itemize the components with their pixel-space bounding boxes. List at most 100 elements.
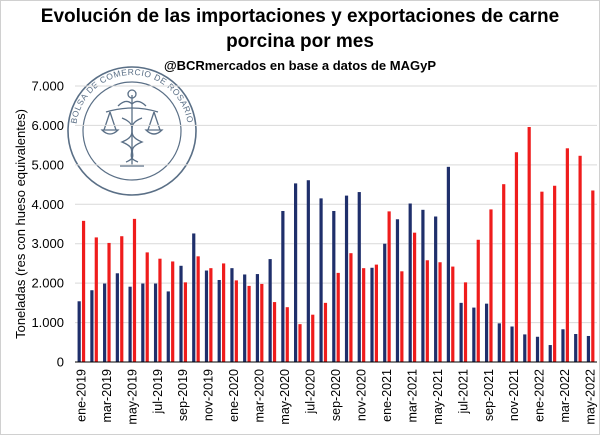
export-bar: [489, 209, 493, 362]
import-bar: [306, 180, 310, 362]
y-tick-label: 4.000: [31, 197, 64, 212]
export-bar: [463, 282, 468, 362]
x-tick-label: ene-2022: [533, 369, 547, 422]
import-bar: [153, 283, 158, 362]
export-bar: [553, 185, 557, 362]
chart-title-line-1: Evolución de las importaciones y exporta…: [40, 6, 560, 27]
export-bar: [387, 211, 391, 362]
x-tick-label: mar-2021: [405, 369, 419, 423]
y-axis-label: Toneladas (res con hueso equivalentes): [13, 109, 28, 339]
import-bar: [434, 216, 438, 362]
import-bar: [548, 345, 552, 362]
y-tick-label: 0: [57, 355, 64, 370]
x-tick-label: ene-2019: [74, 369, 88, 422]
x-tick-label: may-2022: [584, 369, 598, 425]
import-bar: [255, 274, 260, 362]
import-bar: [472, 307, 476, 362]
export-bar: [400, 271, 404, 362]
import-bar: [497, 323, 501, 362]
x-tick-label: may-2020: [278, 369, 292, 425]
export-bar: [196, 256, 200, 362]
export-bar: [234, 280, 238, 362]
import-bar: [179, 265, 183, 362]
scales-emblem-icon: [100, 89, 164, 167]
export-bar: [158, 258, 162, 362]
export-bar: [209, 268, 213, 362]
import-bar: [192, 233, 196, 362]
import-bar: [344, 195, 349, 362]
y-tick-label: 7.000: [31, 79, 64, 94]
export-bar: [145, 252, 149, 362]
export-bar: [476, 239, 480, 362]
export-bar: [374, 264, 378, 362]
import-bar: [90, 290, 94, 362]
x-tick-label: jul-2020: [304, 369, 318, 415]
export-bar: [540, 191, 544, 362]
export-bar: [362, 268, 366, 362]
import-bar: [370, 267, 374, 362]
x-tick-label: may-2019: [125, 369, 139, 425]
x-tick-label: sep-2021: [482, 369, 496, 421]
export-bar: [272, 302, 277, 362]
x-tick-label: mar-2019: [100, 369, 114, 423]
x-tick-label: mar-2022: [558, 369, 572, 423]
export-bar: [247, 285, 251, 362]
export-bar: [438, 262, 442, 362]
import-bar: [421, 209, 425, 362]
import-bar: [535, 336, 540, 362]
export-bar: [349, 253, 353, 362]
export-bar: [527, 127, 531, 362]
export-bar: [107, 242, 111, 362]
import-bar: [243, 274, 247, 362]
import-bar: [294, 183, 298, 362]
export-bar: [171, 261, 175, 362]
x-tick-label: sep-2019: [176, 369, 190, 421]
x-tick-label: ene-2020: [227, 369, 241, 422]
import-bar: [217, 279, 221, 362]
export-bar: [425, 260, 429, 362]
import-bar: [115, 273, 119, 362]
export-bar: [578, 155, 582, 362]
chart-subtitle: @BCRmercados en base a datos de MAGyP: [163, 58, 437, 73]
import-bar: [281, 210, 285, 362]
x-tick-label: nov-2021: [507, 369, 521, 421]
x-tick-label: sep-2020: [329, 369, 343, 421]
import-bar: [574, 334, 578, 362]
export-bar: [502, 184, 506, 362]
x-tick-label: nov-2020: [354, 369, 368, 421]
x-tick-label: ene-2021: [380, 369, 394, 422]
import-bar: [204, 270, 209, 362]
import-bar: [383, 243, 387, 362]
x-tick-label: jul-2021: [456, 369, 470, 415]
import-bar: [561, 329, 565, 362]
x-tick-label: jul-2019: [151, 369, 165, 415]
import-bar: [395, 219, 400, 362]
export-bar: [260, 283, 264, 362]
y-tick-label: 1.000: [31, 315, 64, 330]
export-bar: [336, 272, 340, 362]
export-bar: [298, 324, 302, 362]
x-tick-label: mar-2020: [253, 369, 267, 423]
import-bar: [357, 192, 361, 362]
y-tick-label: 2.000: [31, 276, 64, 291]
export-bar: [120, 236, 124, 362]
import-bar: [459, 302, 463, 362]
y-tick-label: 3.000: [31, 236, 64, 251]
import-bar: [484, 303, 489, 362]
chart-title-line-2: porcina por mes: [226, 31, 374, 52]
import-bar: [268, 259, 272, 362]
export-bar: [311, 314, 315, 362]
import-bar: [77, 301, 81, 362]
x-tick-label: nov-2019: [202, 369, 216, 421]
export-bar: [565, 148, 569, 362]
export-bar: [285, 307, 289, 362]
export-bar: [412, 232, 417, 362]
export-bar: [591, 190, 595, 362]
import-bar: [319, 198, 323, 362]
import-bar: [523, 334, 527, 362]
import-bar: [103, 283, 107, 362]
import-bar: [446, 166, 450, 362]
y-tick-label: 6.000: [31, 118, 64, 133]
y-tick-label: 5.000: [31, 157, 64, 172]
import-bar: [166, 291, 170, 362]
